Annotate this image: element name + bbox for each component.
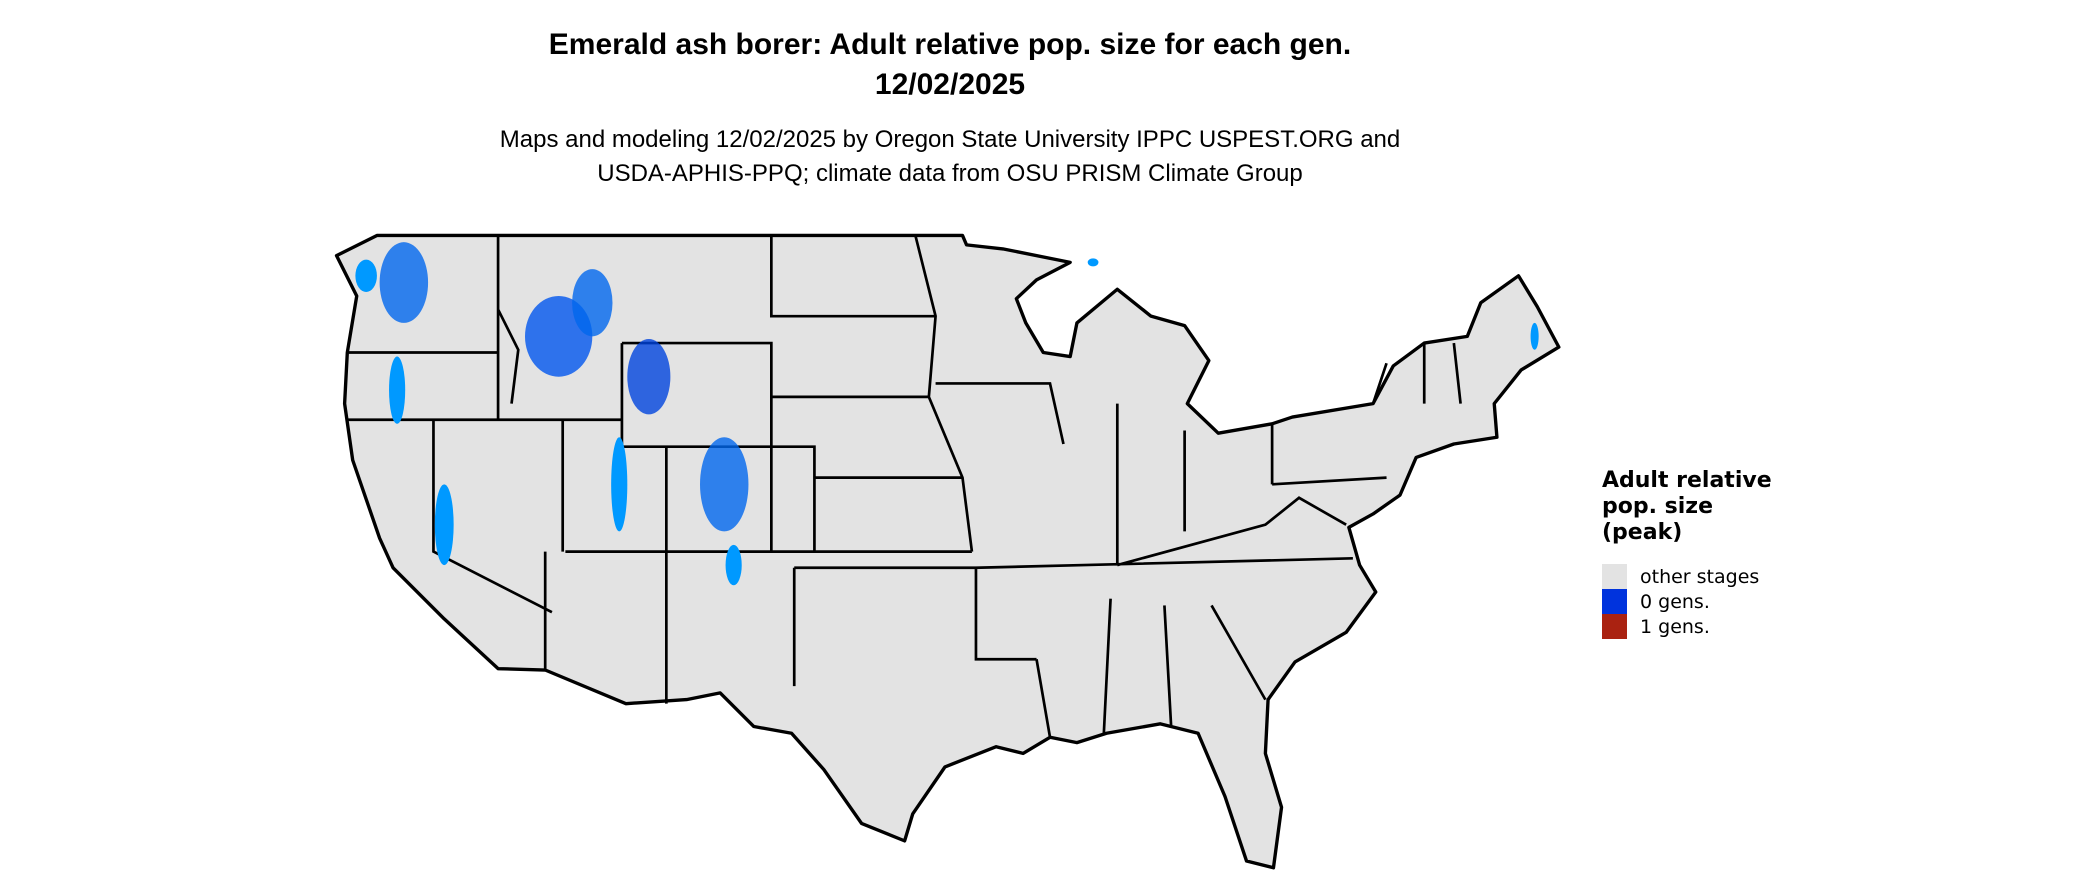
map-title-line2: 12/02/2025 xyxy=(874,68,1026,101)
legend-title-line: (peak) xyxy=(1602,520,1683,545)
legend-swatch xyxy=(1602,614,1627,639)
legend-label: other stages xyxy=(1640,565,1760,588)
legend-title-line: Adult relative xyxy=(1602,468,1772,493)
legend-label: 1 gens. xyxy=(1640,615,1710,638)
legend-swatch xyxy=(1602,589,1627,614)
legend-item-1-gens: 1 gens. xyxy=(1602,614,1710,639)
legend-item-other-stages: other stages xyxy=(1602,564,1759,589)
legend-label: 0 gens. xyxy=(1640,590,1710,613)
legend-item-0-gens: 0 gens. xyxy=(1602,589,1710,614)
population-highlights xyxy=(355,242,1539,586)
state-borders xyxy=(347,235,1462,738)
legend-swatch xyxy=(1602,564,1627,589)
legend-title: Adult relative pop. size (peak) xyxy=(1602,468,1822,546)
map-title-line1: Emerald ash borer: Adult relative pop. s… xyxy=(548,28,1352,61)
legend-title-line: pop. size xyxy=(1602,494,1713,519)
subtitle-line2: USDA-APHIS-PPQ; climate data from OSU PR… xyxy=(597,160,1303,187)
subtitle-line1: Maps and modeling 12/02/2025 by Oregon S… xyxy=(499,126,1401,153)
